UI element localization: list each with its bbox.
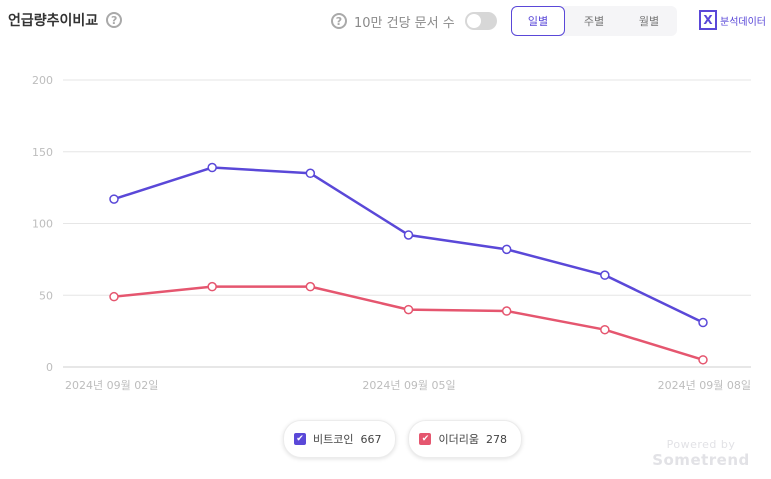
x-tick-label: 2024년 09월 05일	[362, 378, 455, 392]
watermark: Powered by Sometrend	[646, 438, 756, 469]
data-point	[305, 168, 316, 179]
period-tabs: 일별 주별 월별	[511, 6, 677, 36]
grid	[63, 79, 751, 368]
toggle-knob	[466, 14, 481, 28]
data-point	[403, 230, 414, 240]
x-tick-label: 2024년 09월 02일	[65, 378, 158, 392]
legend-total: 278	[485, 432, 507, 446]
data-point	[501, 244, 512, 255]
data-point	[698, 355, 708, 365]
option-label: 10만 건당 문서 수	[354, 15, 455, 31]
watermark-powered-by: Powered by	[666, 438, 736, 451]
option-help-icon[interactable]: ?	[331, 13, 347, 29]
tab-monthly[interactable]: 월별	[638, 15, 660, 28]
export-button[interactable]: X 분석데이터	[699, 10, 766, 30]
watermark-logo: Sometrend	[652, 451, 750, 469]
excel-icon: X	[699, 10, 717, 30]
data-point	[305, 281, 316, 292]
chart-title: 언급량추이비교	[8, 13, 99, 29]
legend-label: 비트코인	[313, 433, 354, 446]
legend: ✔ 비트코인 667 ✔ 이더리움 278	[283, 420, 522, 458]
normalize-option: ? 10만 건당 문서 수	[331, 10, 497, 32]
data-point	[109, 194, 119, 204]
series-group	[109, 162, 708, 365]
tab-weekly[interactable]: 주별	[583, 15, 605, 28]
y-tick-label: 100	[32, 218, 53, 231]
tab-daily[interactable]: 일별	[511, 6, 565, 36]
legend-item-ethereum[interactable]: ✔ 이더리움 278	[408, 420, 522, 458]
legend-total: 667	[360, 432, 382, 446]
normalize-toggle[interactable]	[464, 12, 497, 30]
legend-label: 이더리움	[438, 433, 479, 446]
y-axis-ticks: 0 50 100 150 200	[32, 74, 53, 374]
y-tick-label: 150	[32, 146, 53, 159]
y-tick-label: 0	[46, 361, 53, 374]
data-point	[600, 324, 610, 335]
checkbox-checked-icon: ✔	[419, 433, 432, 445]
export-label: 분석데이터	[720, 16, 766, 28]
y-tick-label: 50	[39, 289, 53, 302]
data-point	[207, 162, 217, 173]
data-point	[600, 270, 610, 280]
data-point	[109, 291, 119, 302]
y-tick-label: 200	[32, 74, 53, 87]
chart-header: 언급량추이비교 ?	[8, 8, 123, 32]
help-icon[interactable]: ?	[106, 12, 123, 28]
series-line-bitcoin	[113, 166, 704, 324]
data-point	[501, 306, 512, 316]
data-point	[403, 304, 414, 315]
series-line-ethereum	[113, 285, 704, 362]
checkbox-checked-icon: ✔	[294, 433, 306, 445]
data-point	[698, 317, 708, 328]
data-point	[207, 281, 217, 292]
x-tick-label: 2024년 09월 08일	[658, 378, 751, 392]
x-axis-ticks: 2024년 09월 02일 2024년 09월 05일 2024년 09월 08일	[65, 378, 751, 392]
legend-item-bitcoin[interactable]: ✔ 비트코인 667	[283, 420, 397, 458]
